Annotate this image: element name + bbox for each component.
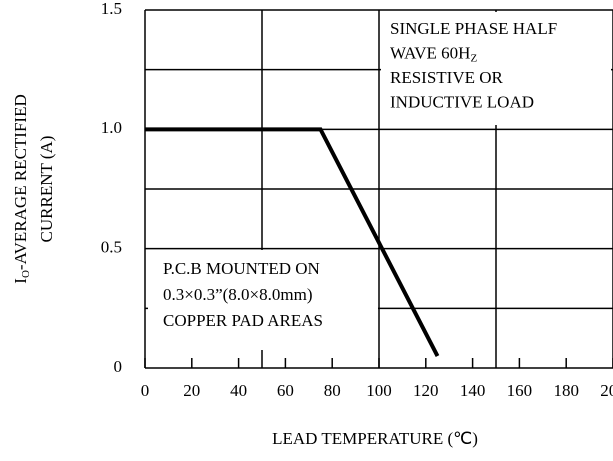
text-line: SINGLE PHASE HALF: [390, 19, 557, 38]
x-axis-label: LEAD TEMPERATURE (℃): [272, 429, 478, 448]
x-tick-label: 80: [324, 381, 341, 400]
text-line: IO-AVERAGE RECTIFIED: [11, 94, 32, 283]
text-part: COPPER PAD AREAS: [163, 311, 323, 330]
annotation: SINGLE PHASE HALF WAVE 60HZ RESISTIVE OR IN…: [381, 12, 611, 125]
x-tick-label: 100: [366, 381, 392, 400]
text-line: RESISTIVE OR: [390, 68, 504, 87]
x-tick-label: 200: [600, 381, 613, 400]
x-tick-label: 60: [277, 381, 294, 400]
text-part: CURRENT (A): [37, 136, 56, 243]
text-part: 0.3×0.3”(8.0×8.0mm): [163, 285, 313, 304]
data-line: [145, 127, 440, 357]
y-tick-label: 0.5: [101, 238, 122, 257]
text-line: CURRENT (A): [37, 136, 56, 243]
subscript: O: [20, 270, 32, 278]
annotation: P.C.B MOUNTED ON 0.3×0.3”(8.0×8.0mm) COPPE…: [148, 250, 378, 350]
text-line: P.C.B MOUNTED ON: [163, 259, 320, 278]
text-part: -AVERAGE RECTIFIED: [11, 94, 30, 270]
x-tick-label: 140: [460, 381, 486, 400]
text-part: I: [11, 278, 30, 284]
x-tick-label: 180: [553, 381, 579, 400]
y-tick-label: 0: [114, 357, 123, 376]
text-part: RESISTIVE OR: [390, 68, 504, 87]
x-tick-label: 160: [507, 381, 533, 400]
y-tick-label: 1.5: [101, 0, 122, 18]
text-line: WAVE 60HZ: [390, 43, 477, 64]
text-part: INDUCTIVE LOAD: [390, 92, 534, 111]
x-tick-label: 20: [183, 381, 200, 400]
text-line: 0.3×0.3”(8.0×8.0mm): [163, 285, 313, 304]
text-part: P.C.B MOUNTED ON: [163, 259, 320, 278]
y-tick-label: 1.0: [101, 118, 122, 137]
x-tick-label: 120: [413, 381, 439, 400]
y-axis-label: IO-AVERAGE RECTIFIED CURRENT (A): [11, 94, 56, 283]
text-line: COPPER PAD AREAS: [163, 311, 323, 330]
annotation-box: [148, 250, 378, 350]
text-line: INDUCTIVE LOAD: [390, 92, 534, 111]
annotation-box: [381, 12, 611, 125]
text-part: SINGLE PHASE HALF: [390, 19, 557, 38]
subscript: Z: [470, 52, 477, 64]
text-part: WAVE 60H: [390, 43, 470, 62]
x-tick-label: 0: [141, 381, 150, 400]
x-tick-label: 40: [230, 381, 247, 400]
